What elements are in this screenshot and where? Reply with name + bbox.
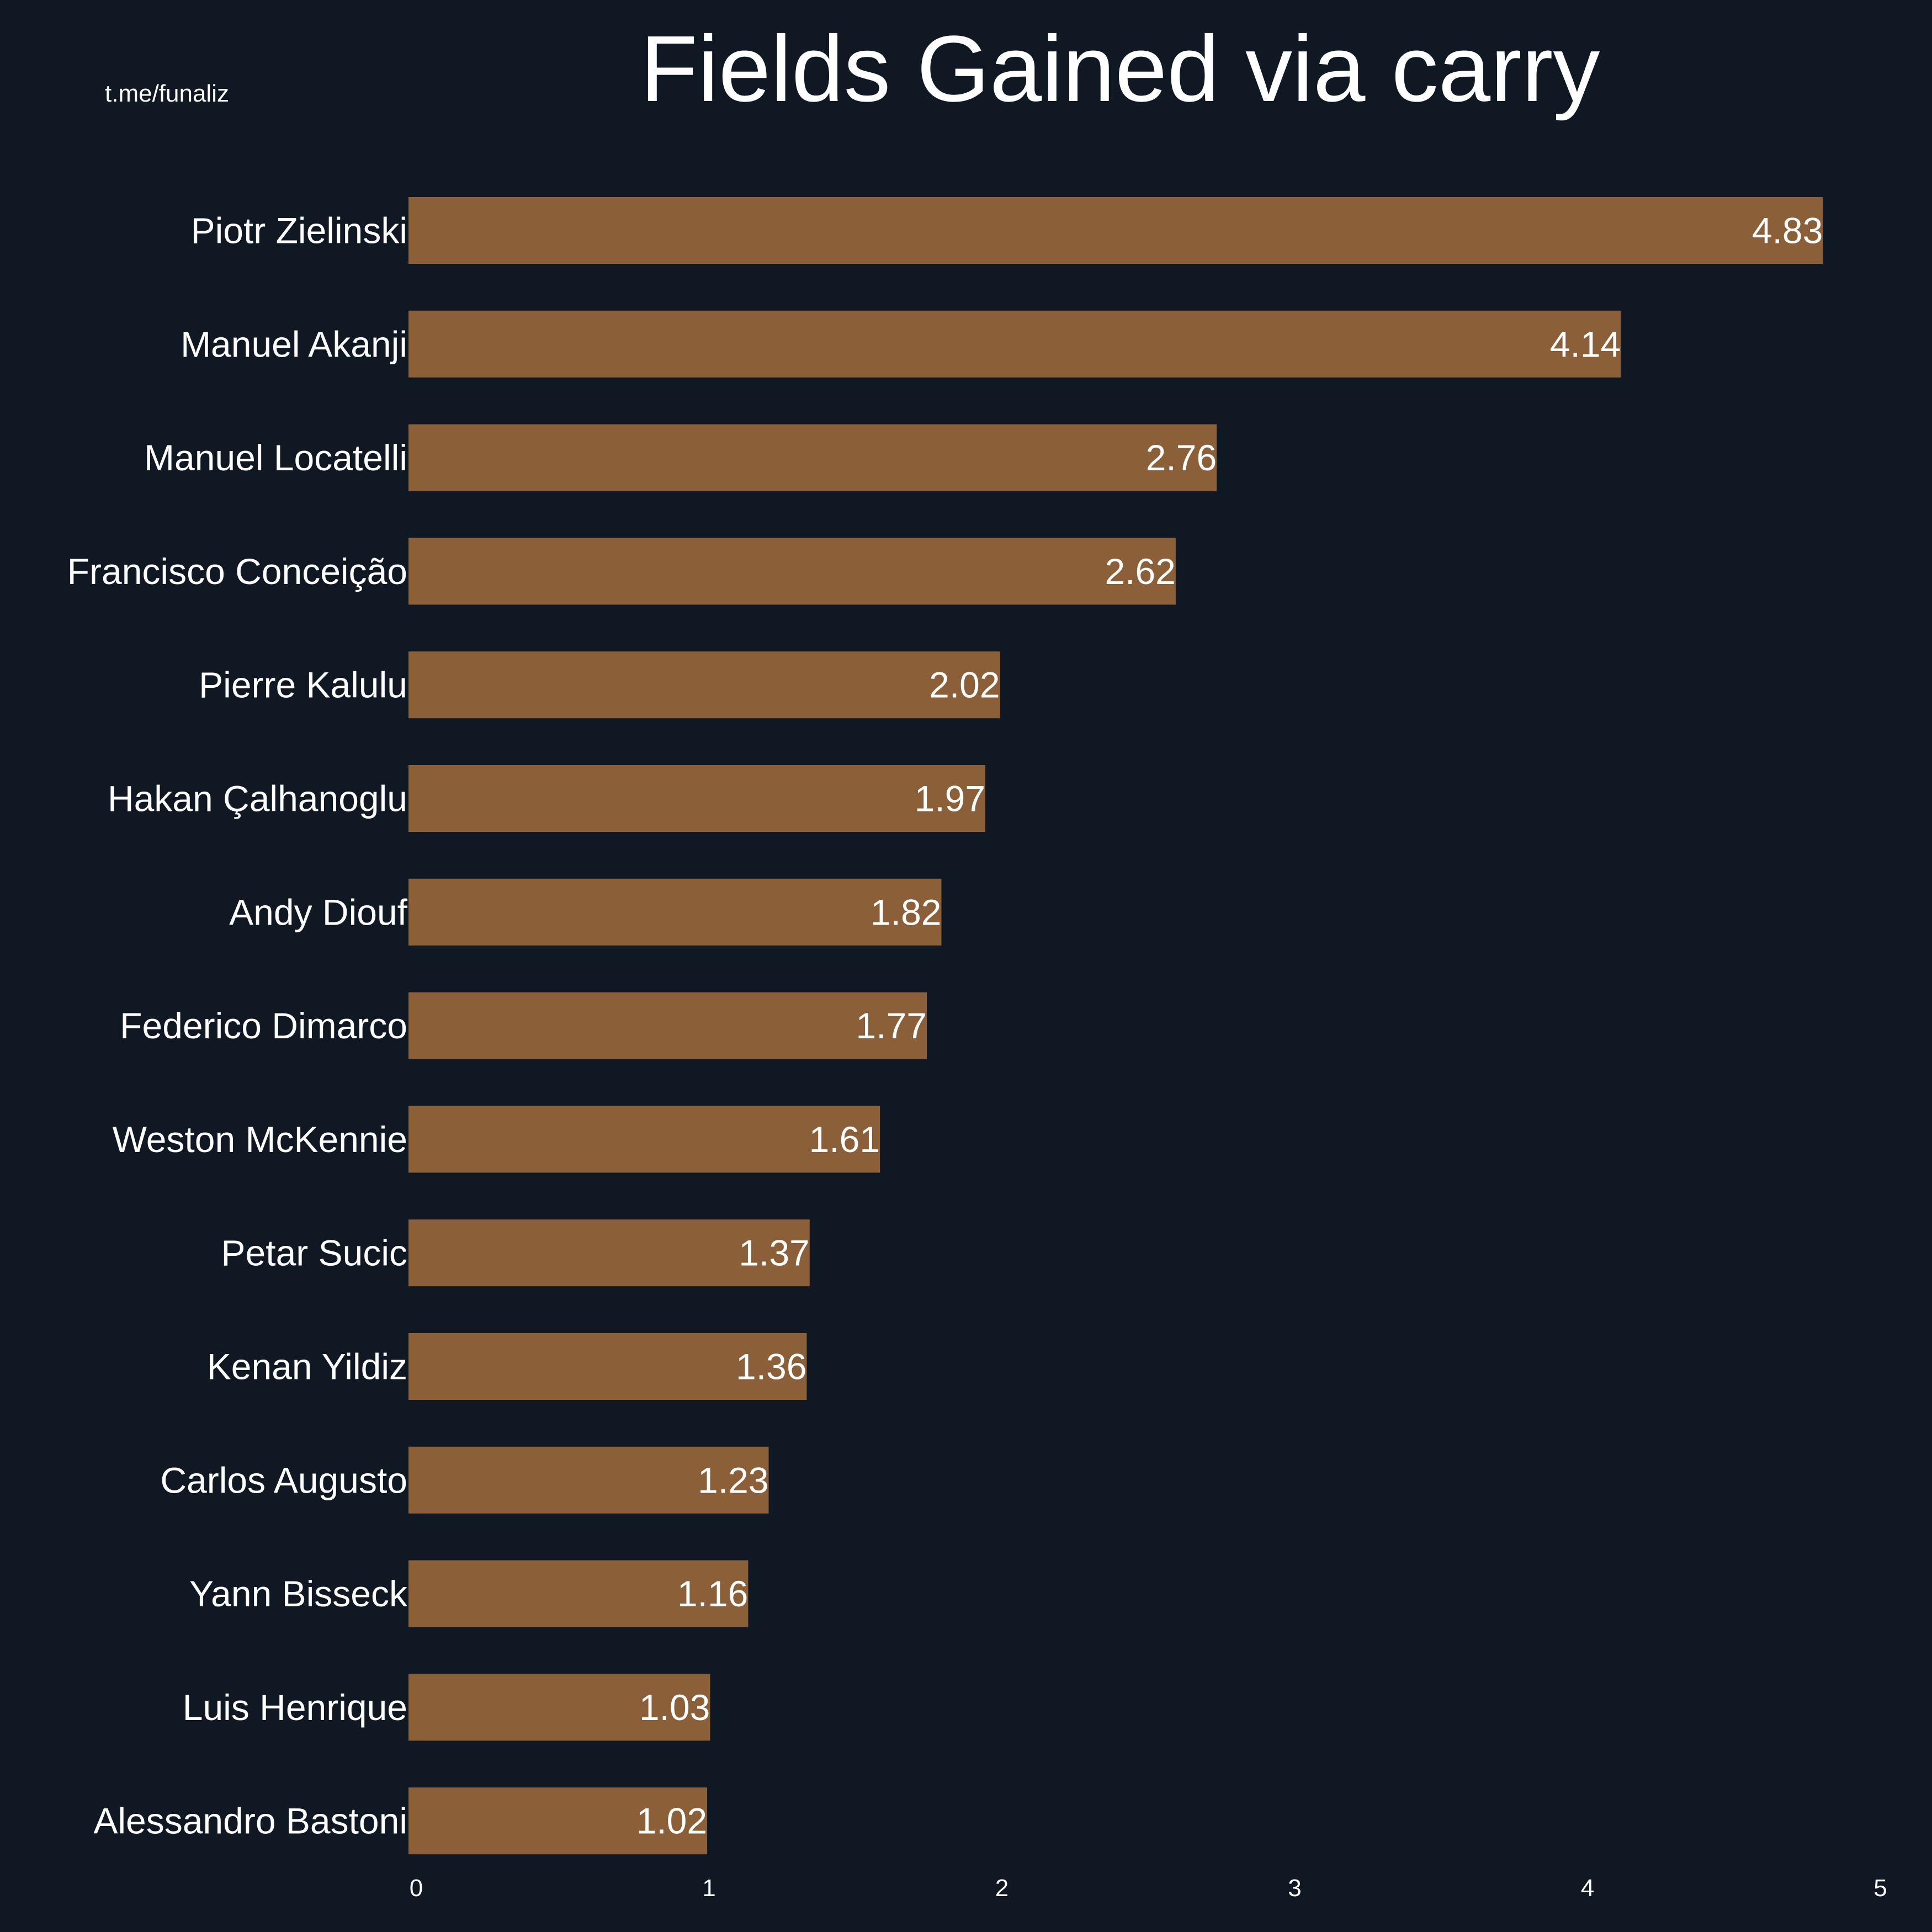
data-label: 1.97 (915, 778, 985, 819)
x-tick-label: 0 (410, 1875, 423, 1902)
category-label: Manuel Akanji (181, 323, 407, 364)
bar (408, 1106, 880, 1173)
bar (408, 992, 927, 1059)
bar (408, 538, 1176, 605)
bar (408, 424, 1217, 491)
data-label: 1.37 (739, 1233, 809, 1273)
category-label: Carlos Augusto (160, 1459, 407, 1500)
category-label: Andy Diouf (229, 891, 408, 932)
bar (408, 1219, 810, 1287)
bar (408, 1674, 710, 1741)
x-axis-ticks-layer: 0 1 2 3 4 5 (410, 1875, 1887, 1902)
bar (408, 1333, 807, 1400)
bar (408, 765, 986, 832)
category-label: Pierre Kalulu (199, 665, 407, 705)
bar (408, 1787, 708, 1855)
data-label: 2.62 (1105, 551, 1175, 592)
bars-layer (408, 197, 1823, 1855)
category-label: Petar Sucic (221, 1233, 407, 1273)
data-label: 1.36 (736, 1346, 806, 1387)
x-tick-label: 5 (1873, 1875, 1887, 1902)
data-label: 2.76 (1146, 437, 1217, 478)
category-label: Francisco Conceição (67, 551, 407, 592)
x-tick-label: 3 (1288, 1875, 1301, 1902)
data-label: 1.02 (636, 1801, 707, 1841)
bar (408, 1560, 749, 1627)
category-label: Piotr Zielinski (191, 210, 407, 251)
category-label: Kenan Yildiz (207, 1346, 407, 1387)
data-label: 4.14 (1550, 323, 1621, 364)
watermark-text: t.me/funaliz (105, 80, 229, 107)
data-labels-layer: 4.83 4.14 2.76 2.62 2.02 1.97 1.82 1.77 1.61 1.37… (636, 210, 1823, 1841)
category-label: Hakan Çalhanoglu (108, 778, 407, 819)
data-label: 1.16 (677, 1573, 748, 1614)
data-label: 1.23 (698, 1459, 768, 1500)
chart-title: Fields Gained via carry (640, 17, 1600, 121)
data-label: 1.03 (639, 1687, 710, 1728)
category-label: Yann Bisseck (189, 1573, 408, 1614)
bar (408, 878, 942, 946)
data-label: 2.02 (929, 665, 1000, 705)
category-label: Manuel Locatelli (144, 437, 407, 478)
bar (408, 1446, 769, 1514)
data-label: 1.77 (856, 1005, 927, 1046)
x-tick-label: 4 (1581, 1875, 1594, 1902)
category-label: Luis Henrique (183, 1687, 407, 1728)
x-tick-label: 1 (702, 1875, 715, 1902)
category-label: Weston McKennie (113, 1119, 407, 1160)
category-label: Federico Dimarco (120, 1005, 407, 1046)
bar (408, 310, 1621, 378)
data-label: 1.82 (871, 891, 941, 932)
category-label: Alessandro Bastoni (93, 1801, 407, 1841)
x-tick-label: 2 (995, 1875, 1009, 1902)
bar (408, 651, 1000, 719)
data-label: 4.83 (1752, 210, 1823, 251)
category-labels-layer: Piotr Zielinski Manuel Akanji Manuel Locat… (67, 210, 408, 1841)
data-label: 1.61 (809, 1119, 880, 1160)
bar (408, 197, 1823, 264)
